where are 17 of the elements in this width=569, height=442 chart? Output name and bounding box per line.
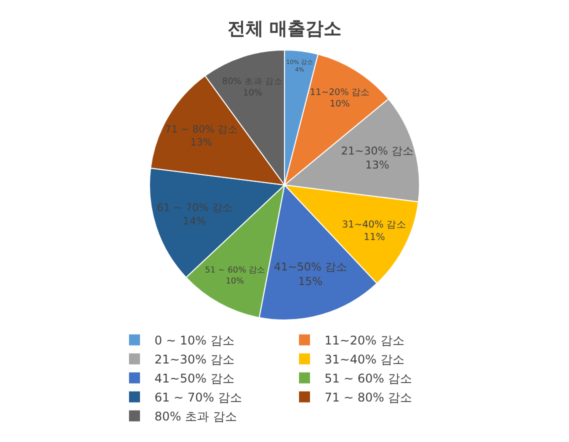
- legend-label: 21~30% 감소: [154, 352, 234, 367]
- legend-label: 31~40% 감소: [324, 352, 404, 367]
- legend-label: 51 ~ 60% 감소: [324, 372, 412, 386]
- legend-label: 0 ~ 10% 감소: [154, 334, 234, 348]
- data-label: 41~50% 감소 15%: [274, 260, 347, 288]
- data-label: 71 ~ 80% 감소 13%: [164, 124, 238, 148]
- legend-label: 41~50% 감소: [154, 372, 234, 386]
- data-label: 31~40% 감소 11%: [342, 220, 407, 244]
- legend-label: 11~20% 감소: [324, 334, 404, 348]
- chart-title: 전체 매출감소: [227, 18, 342, 40]
- data-label: 11~20% 감소 10%: [310, 88, 370, 110]
- legend-label: 80% 초과 감소: [154, 410, 237, 424]
- legend-label: 61 ~ 70% 감소: [154, 390, 242, 405]
- data-label: 61 ~ 70% 감소 14%: [156, 202, 232, 228]
- legend-label: 71 ~ 80% 감소: [324, 390, 412, 405]
- data-label: 51 ~ 60% 감소 10%: [204, 264, 265, 286]
- data-label: 21~30% 감소 13%: [341, 144, 414, 172]
